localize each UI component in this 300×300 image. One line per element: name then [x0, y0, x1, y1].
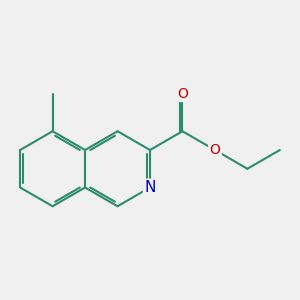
Text: N: N	[144, 180, 156, 195]
Text: O: O	[177, 87, 188, 101]
Text: O: O	[209, 143, 220, 157]
